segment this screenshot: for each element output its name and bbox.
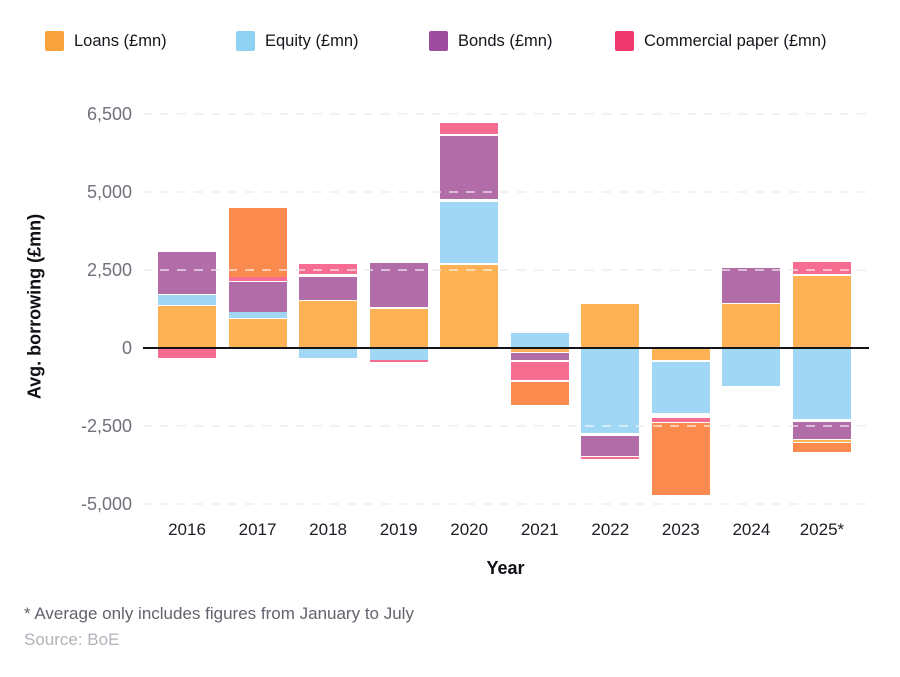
chart-legend: Loans (£mn) Equity (£mn) Bonds (£mn) Commer… [0,0,900,70]
gridline [143,190,868,193]
bar-segment-equity-2016[interactable] [158,295,216,305]
bar-segment-bonds-2020[interactable] [440,135,499,200]
bar-segment-loans-2019[interactable] [369,308,428,348]
bar-segment-equity-2022[interactable] [581,348,640,433]
y-tick-label: 0 [121,337,132,358]
bar-segment-bonds-2019[interactable] [369,263,428,307]
bar-segment-cp-2021[interactable] [510,362,569,380]
legend-item-label: Equity (£mn) [265,32,359,50]
bar-segment-equity-2025[interactable] [792,348,851,419]
bar-segment-loans-2024[interactable] [722,304,781,348]
bar-segment-equity-2020[interactable] [440,201,499,264]
x-axis-title: Year [486,558,525,578]
x-tick-label: 2022 [591,520,630,539]
y-tick-label: -2,500 [80,415,132,436]
bar-segment-loans_dark-2021[interactable] [510,382,569,405]
legend-item-label: Bonds (£mn) [458,32,553,50]
bar-segment-loans-2022[interactable] [581,303,640,348]
x-tick-label: 2017 [238,520,277,539]
bar-segment-equity-2023[interactable] [651,361,710,413]
footnote-asterisk: * Average only includes figures from Jan… [24,604,414,623]
bar-segment-bonds-2025[interactable] [792,421,851,440]
bar-segment-cp-2016[interactable] [158,348,216,359]
y-axis-title: Avg. borrowing (£mn) [24,213,45,400]
bar-segment-equity-2019[interactable] [369,348,428,360]
x-tick-label: 2025* [799,520,845,539]
bar-segment-equity-2021[interactable] [510,333,569,348]
x-tick-label: 2021 [520,520,559,539]
bar-segment-bonds-2017[interactable] [228,281,287,312]
bar-segment-bonds-2021[interactable] [510,352,569,360]
gridline [143,424,868,427]
bar-segment-loans-2020[interactable] [440,264,499,348]
y-tick-label: 6,500 [86,103,132,124]
y-tick-label: -5,000 [80,493,132,514]
bar-segment-equity-2017[interactable] [228,312,287,318]
bar-segment-loans-2023[interactable] [651,348,710,360]
legend-item-label: Loans (£mn) [74,32,167,50]
x-tick-label: 2024 [732,520,771,539]
legend-swatch-cp [615,31,634,51]
x-tick-label: 2019 [379,520,418,539]
bar-segment-equity-2018[interactable] [299,348,358,358]
legend-item-label: Commercial paper (£mn) [644,32,827,50]
bar-segment-loans_dark-2017[interactable] [228,207,287,277]
bar-segment-cp-2023[interactable] [651,417,710,423]
footnote-source: Source: BoE [24,630,120,649]
bar-segment-bonds-2022[interactable] [581,436,640,456]
y-tick-label: 5,000 [86,181,132,202]
legend-item-bonds[interactable]: Bonds (£mn) [429,31,552,51]
bar-segment-cp-2022[interactable] [581,456,640,459]
bar-segment-loans-2025[interactable] [792,440,851,443]
gridline [143,502,868,505]
bar-segment-cp-2017[interactable] [228,277,287,282]
bar-segment-loans_dark-2023[interactable] [651,423,710,495]
y-tick-label: 2,500 [86,259,132,280]
bar-segment-loans_dark-2025[interactable] [792,442,851,453]
legend-item-cp[interactable]: Commercial paper (£mn) [615,31,826,51]
bar-segment-cp-2020[interactable] [440,123,499,135]
x-tick-label: 2020 [450,520,489,539]
bar-segment-loans-2016[interactable] [158,306,216,348]
x-tick-label: 2023 [661,520,700,539]
bar-segment-cp-2018[interactable] [299,264,358,275]
legend-swatch-loans [45,31,64,51]
zero-axis-line [143,346,869,349]
bar-segment-loans-2018[interactable] [299,301,358,348]
bar-segment-loans-2025[interactable] [792,276,851,348]
bar-segment-equity-2024[interactable] [722,348,781,387]
bar-segment-bonds-2018[interactable] [299,276,358,300]
bar-segment-cp-2025[interactable] [792,262,851,274]
legend-item-equity[interactable]: Equity (£mn) [236,31,359,51]
bar-segment-cp-2019[interactable] [369,360,428,363]
x-tick-label: 2016 [168,520,206,539]
legend-swatch-equity [236,31,255,51]
x-tick-label: 2018 [309,520,347,539]
bar-segment-bonds-2016[interactable] [158,251,216,294]
gridline [143,112,868,115]
legend-item-loans[interactable]: Loans (£mn) [45,31,167,51]
bar-segment-bonds-2024[interactable] [722,267,781,304]
bar-segment-loans-2021[interactable] [510,348,569,352]
bar-segment-loans-2017[interactable] [228,318,287,348]
legend-swatch-bonds [429,31,448,51]
